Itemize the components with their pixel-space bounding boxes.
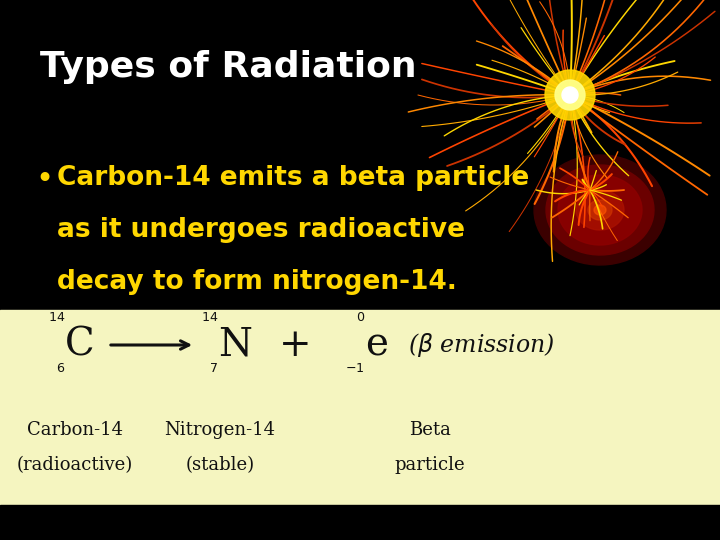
Polygon shape (562, 87, 578, 103)
Text: C: C (65, 327, 94, 363)
Text: ${_{-1}}$: ${_{-1}}$ (346, 357, 365, 375)
Polygon shape (576, 190, 624, 230)
Text: $^{14}$: $^{14}$ (201, 313, 218, 331)
Text: Carbon-14: Carbon-14 (27, 421, 123, 439)
Bar (0, 0, 720, 310)
Text: decay to form nitrogen-14.: decay to form nitrogen-14. (57, 269, 457, 295)
Text: $^0$: $^0$ (356, 313, 365, 331)
Text: Beta: Beta (409, 421, 451, 439)
Bar (0, 310, 720, 505)
Polygon shape (545, 70, 595, 120)
Polygon shape (588, 200, 612, 220)
Text: particle: particle (395, 456, 465, 474)
Text: $_6$: $_6$ (55, 357, 65, 375)
Text: Carbon-14 emits a beta particle: Carbon-14 emits a beta particle (57, 165, 529, 191)
Text: Nitrogen-14: Nitrogen-14 (164, 421, 276, 439)
Polygon shape (594, 205, 606, 215)
Text: N: N (218, 327, 252, 363)
Text: (radioactive): (radioactive) (17, 456, 133, 474)
Text: e: e (365, 327, 388, 363)
Text: $_7$: $_7$ (209, 357, 218, 375)
Bar (0, 505, 720, 540)
Text: +: + (279, 327, 311, 363)
Polygon shape (546, 165, 654, 255)
Text: •: • (35, 165, 53, 194)
Text: (stable): (stable) (186, 456, 255, 474)
Text: Types of Radiation: Types of Radiation (40, 50, 417, 84)
Text: as it undergoes radioactive: as it undergoes radioactive (57, 217, 465, 243)
Text: $^{14}$: $^{14}$ (48, 313, 65, 331)
Polygon shape (555, 80, 585, 110)
Text: ($\beta$ emission): ($\beta$ emission) (408, 331, 555, 359)
Polygon shape (558, 175, 642, 245)
Polygon shape (534, 155, 666, 265)
